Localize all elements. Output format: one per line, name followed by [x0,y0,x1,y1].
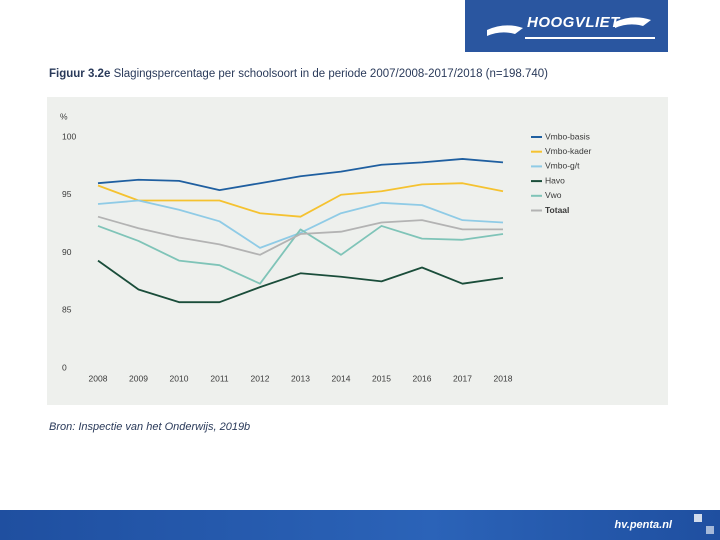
y-tick-label: 95 [62,189,72,199]
figure-number: Figuur 3.2e [49,68,111,80]
x-tick-label: 2017 [453,373,472,383]
x-tick-label: 2011 [210,373,229,383]
legend-label: Vmbo-g/t [545,161,580,171]
x-tick-label: 2010 [170,373,189,383]
x-tick-label: 2016 [413,373,432,383]
logo-hands [487,17,655,39]
logo: HOOGVLIET [465,0,668,52]
y-tick-label: 100 [62,131,76,141]
series-line [97,259,504,304]
footer: hv.penta.nl [0,510,720,540]
footer-text: hv.penta.nl [614,519,672,531]
legend-label: Vmbo-basis [545,131,590,141]
series-line [97,225,504,285]
x-tick-label: 2009 [129,373,148,383]
series-line [97,182,504,218]
x-tick-label: 2012 [251,373,270,383]
series-line [97,158,504,192]
series-line [97,199,504,249]
source: Bron: Inspectie van het Onderwijs, 2019b [49,421,251,433]
y-tick-label: 85 [62,305,72,315]
x-tick-label: 2015 [372,373,391,383]
series-line [97,215,503,256]
y-tick-label: 90 [62,247,72,257]
legend-label: Vwo [545,190,562,200]
chart-panel [47,97,668,405]
x-tick-label: 2018 [494,373,513,383]
legend-label: Havo [545,175,565,185]
chart-title: Figuur 3.2e Slagingspercentage per schoo… [49,68,548,80]
x-tick-label: 2008 [89,373,108,383]
footer-squares [694,514,714,534]
x-tick-label: 2013 [291,373,310,383]
y-tick-label: 0 [62,362,67,372]
legend-label: Vmbo-kader [545,146,591,156]
title-text: Slagingspercentage per schoolsoort in de… [113,68,549,80]
logo-text: HOOGVLIET [527,14,620,31]
x-tick-label: 2014 [332,373,351,383]
y-axis-label: % [60,111,68,121]
legend-label: Totaal [545,205,569,215]
